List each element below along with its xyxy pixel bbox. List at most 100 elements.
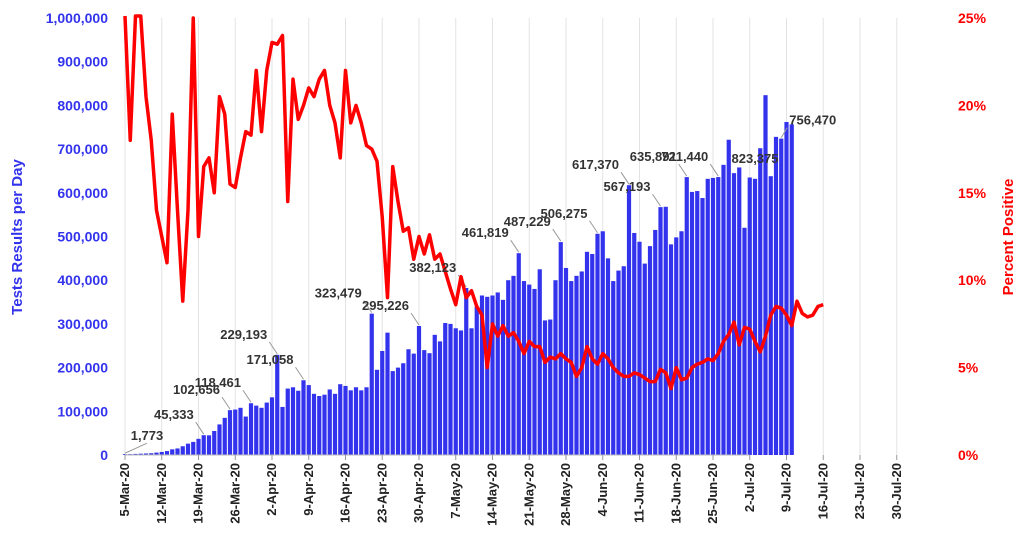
bar — [527, 284, 532, 455]
bar — [569, 281, 574, 455]
bar-value-annotation: 382,123 — [409, 260, 456, 275]
x-tick-label: 25-Jun-20 — [705, 463, 720, 524]
bar — [647, 246, 653, 455]
right-tick-label: 0% — [958, 447, 979, 463]
bar — [616, 270, 621, 455]
left-tick-label: 0 — [100, 447, 108, 463]
bar — [637, 241, 642, 455]
bar — [521, 281, 527, 455]
bar — [485, 296, 490, 455]
bar — [301, 380, 306, 455]
x-tick-label: 23-Jul-20 — [852, 463, 867, 519]
x-tick-label: 19-Mar-20 — [191, 463, 206, 524]
bar — [138, 453, 143, 455]
bar — [653, 229, 658, 455]
bar-value-annotation: 102,656 — [173, 382, 220, 397]
x-tick-label: 2-Jul-20 — [742, 463, 757, 512]
bar — [416, 325, 422, 455]
x-tick-label: 26-Mar-20 — [227, 463, 242, 524]
bar-value-annotation: 323,479 — [315, 286, 362, 301]
bar — [758, 148, 763, 455]
bar — [369, 313, 374, 455]
x-tick-label: 30-Apr-20 — [411, 463, 426, 523]
bar — [668, 244, 674, 455]
annotation-leader — [709, 163, 719, 177]
bar — [553, 280, 558, 455]
bar — [742, 227, 747, 455]
left-tick-label: 500,000 — [57, 229, 108, 245]
bar — [695, 191, 700, 455]
x-tick-label: 12-Mar-20 — [154, 463, 169, 524]
bar — [516, 253, 521, 455]
bar — [427, 353, 432, 455]
bar — [448, 323, 453, 455]
x-tick-label: 23-Apr-20 — [374, 463, 389, 523]
x-tick-label: 5-Mar-20 — [117, 463, 132, 516]
annotation-leader — [124, 442, 148, 454]
bar — [726, 139, 731, 455]
bar — [311, 393, 317, 455]
bar — [784, 122, 789, 456]
bar — [364, 387, 369, 455]
bar-value-annotation: 461,819 — [462, 225, 509, 240]
right-tick-label: 20% — [958, 97, 987, 113]
bar — [710, 177, 716, 455]
bar — [763, 95, 768, 456]
bar — [238, 407, 243, 455]
bar — [217, 424, 222, 455]
bar-value-annotation: 756,470 — [789, 113, 836, 128]
bar — [164, 451, 170, 455]
bar — [479, 295, 485, 455]
bar — [773, 136, 779, 455]
bar — [380, 350, 385, 455]
x-tick-label: 18-Jun-20 — [668, 463, 683, 524]
bar — [212, 430, 217, 455]
bar — [600, 231, 605, 455]
annotation-leader — [510, 239, 520, 253]
bar — [306, 385, 311, 455]
bar-series — [122, 95, 794, 456]
x-tick-label: 7-May-20 — [448, 463, 463, 519]
left-axis-ticks: 0 100,000 200,000 300,000 400,000 500,000 600,… — [46, 10, 109, 463]
bar — [243, 416, 248, 455]
bar — [149, 453, 154, 455]
x-tick-label: 9-Apr-20 — [301, 463, 316, 516]
bar — [684, 177, 689, 455]
x-tick-label: 2-Apr-20 — [264, 463, 279, 516]
bar — [700, 198, 705, 455]
left-tick-label: 300,000 — [57, 316, 108, 332]
bar — [227, 410, 233, 455]
bar — [390, 371, 395, 455]
bar — [663, 206, 668, 455]
bar — [290, 387, 296, 455]
bar — [411, 353, 416, 455]
bar — [464, 288, 469, 455]
bar — [343, 385, 348, 455]
x-tick-label: 14-May-20 — [485, 463, 500, 526]
bar — [222, 417, 227, 455]
bar — [143, 453, 149, 455]
annotation-leader — [620, 171, 630, 185]
bar-value-annotation: 45,333 — [154, 407, 194, 422]
bar — [437, 341, 443, 455]
bar — [511, 275, 516, 455]
bar — [789, 124, 794, 455]
bar-value-annotation: 487,229 — [504, 214, 551, 229]
bar-value-annotation: 567,193 — [604, 179, 651, 194]
bar-value-annotation: 635,891 — [630, 149, 677, 164]
x-tick-label: 30-Jul-20 — [889, 463, 904, 519]
bar — [191, 441, 196, 455]
bar — [385, 332, 390, 455]
bar — [296, 390, 301, 455]
left-tick-label: 400,000 — [57, 272, 108, 288]
bar — [332, 393, 338, 455]
bar — [180, 446, 185, 455]
x-tick-label: 16-Apr-20 — [338, 463, 353, 523]
bar — [453, 328, 458, 455]
bar — [705, 178, 710, 456]
bar — [490, 295, 495, 455]
bar — [574, 275, 579, 455]
bar — [259, 407, 264, 455]
bar — [201, 435, 206, 455]
bar-value-annotation: 171,058 — [247, 352, 294, 367]
